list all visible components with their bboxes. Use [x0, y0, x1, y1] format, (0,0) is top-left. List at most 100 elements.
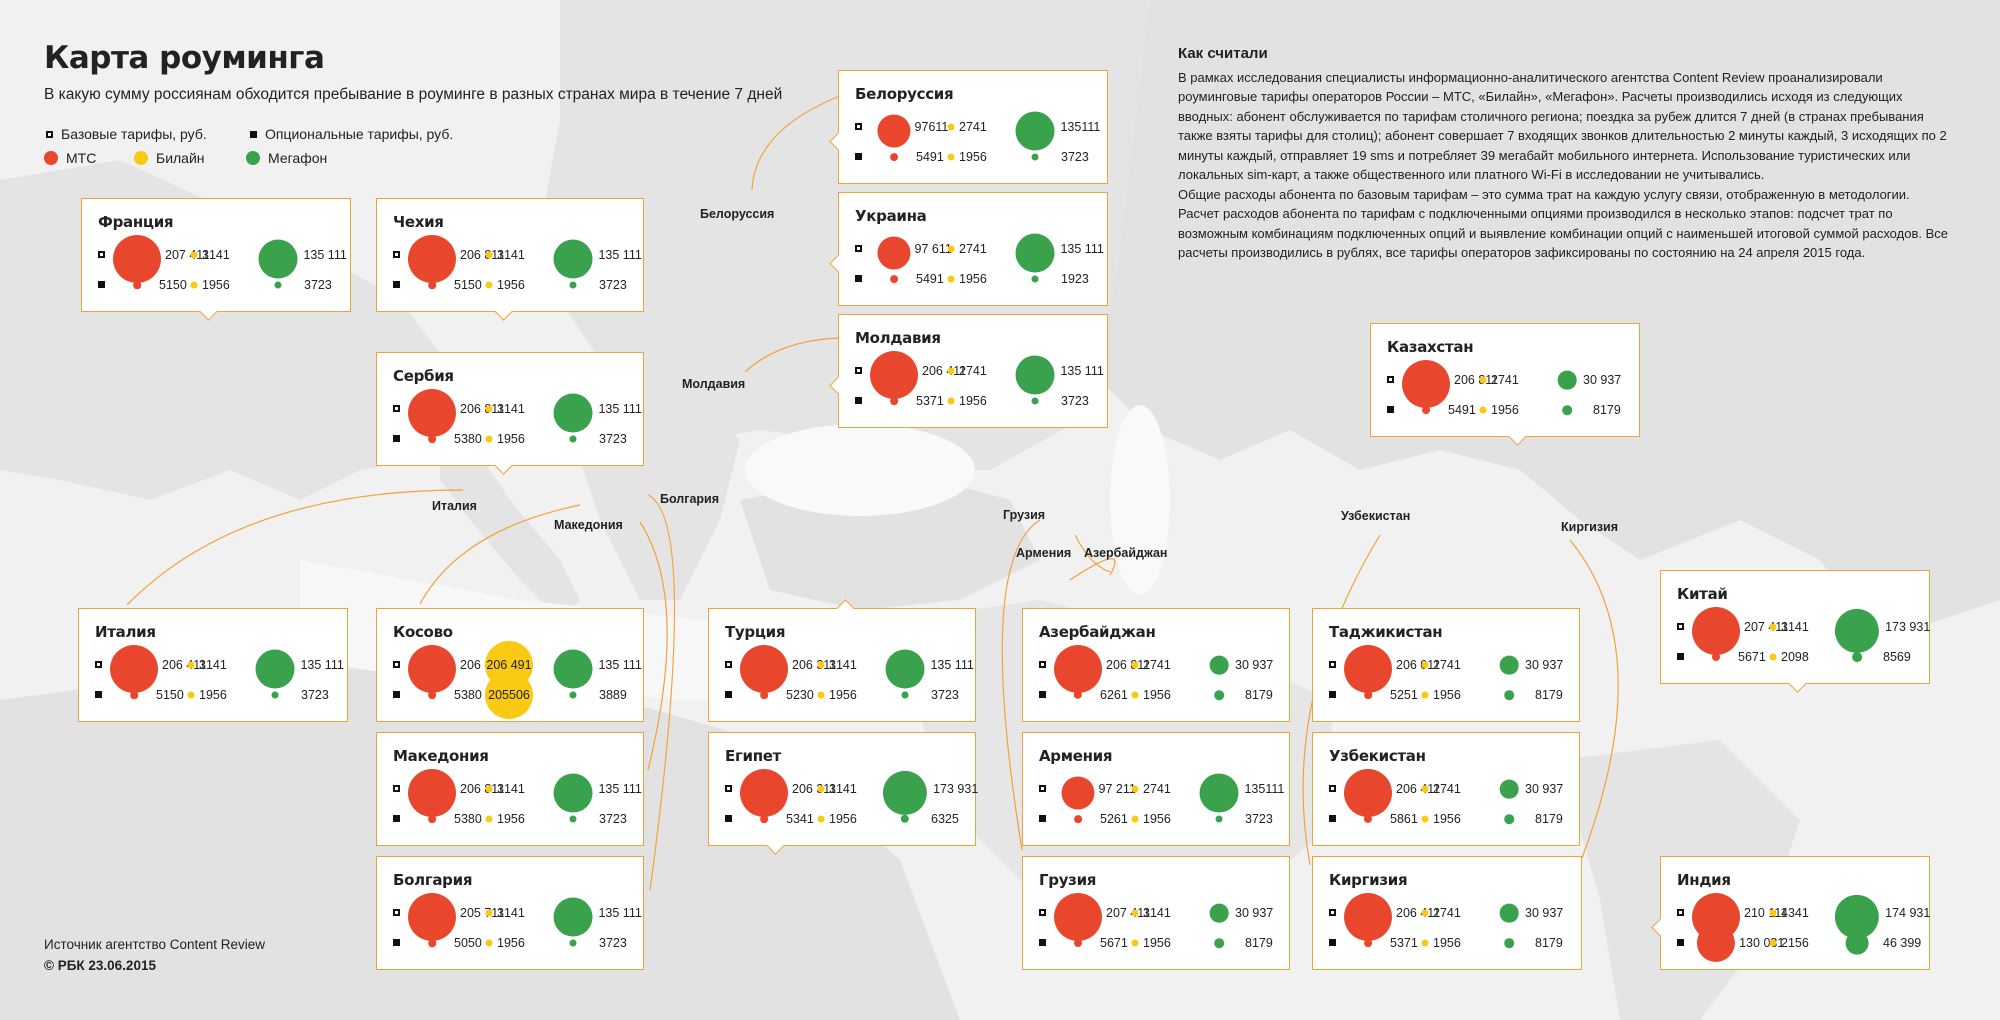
megafon-base-circle	[1199, 773, 1239, 813]
beeline-optional-circle	[947, 397, 955, 405]
beeline-base-circle	[1421, 785, 1429, 793]
megafon-base-circle	[1015, 233, 1055, 273]
megafon-optional-circle	[569, 939, 577, 947]
beeline-optional-circle	[1769, 939, 1777, 947]
megafon-optional-circle	[1562, 405, 1572, 415]
country-name: Болгария	[393, 871, 473, 889]
beeline-base-circle	[817, 661, 825, 669]
base-tariff-icon	[725, 785, 732, 792]
beeline-optional-value: 1956	[1433, 812, 1461, 826]
mts-optional-value: 5491	[916, 272, 944, 286]
country-name: Македония	[393, 747, 489, 765]
beeline-base-value: 3141	[497, 906, 525, 920]
optional-tariff-icon	[393, 815, 400, 822]
beeline-base-value: 3141	[202, 248, 230, 262]
beeline-dot-icon	[134, 151, 148, 165]
mts-optional-circle	[428, 815, 436, 823]
optional-tariff-icon	[1039, 939, 1046, 946]
beeline-base-value: 4341	[1781, 906, 1809, 920]
mts-optional-value: 5380	[454, 688, 482, 702]
mts-optional-circle	[890, 397, 898, 405]
megafon-base-circle	[1209, 903, 1229, 923]
mts-optional-circle	[1073, 690, 1083, 700]
optional-tariff-icon	[250, 130, 257, 138]
mts-optional-circle	[890, 153, 898, 161]
megafon-base-value: 30 937	[1525, 782, 1564, 796]
megafon-optional-value: 3723	[599, 812, 627, 826]
megafon-optional-value: 3723	[1061, 394, 1089, 408]
mts-dot-icon	[44, 151, 58, 165]
base-tariff-icon	[393, 661, 400, 668]
megafon-optional-value: 3723	[599, 432, 627, 446]
country-name: Таджикистан	[1329, 623, 1443, 641]
megafon-base-value: 30 937	[1525, 658, 1564, 672]
megafon-base-value: 173 931	[1885, 620, 1931, 634]
country-name: Египет	[725, 747, 782, 765]
beeline-base-circle	[1421, 909, 1429, 917]
optional-tariff-icon	[855, 397, 862, 404]
beeline-base-circle	[1131, 785, 1139, 793]
methodology-heading: Как считали	[1178, 45, 1268, 62]
country-card: Китай 207 411 5671 3141 2098 173 931 8569	[1660, 570, 1931, 693]
beeline-base-circle	[1131, 661, 1139, 669]
optional-tariff-icon	[1039, 691, 1046, 698]
megafon-optional-value: 8179	[1535, 688, 1563, 702]
mts-optional-circle	[760, 815, 768, 823]
megafon-optional-circle	[1031, 397, 1039, 405]
mts-optional-circle	[760, 691, 768, 699]
mts-base-circle	[877, 114, 911, 148]
megafon-optional-circle	[1214, 938, 1224, 948]
mts-optional-circle	[133, 281, 141, 289]
caspian-sea	[1110, 405, 1170, 595]
beeline-base-circle	[947, 367, 955, 375]
megafon-optional-value: 8179	[1593, 403, 1621, 417]
beeline-optional-value: 1956	[497, 936, 525, 950]
megafon-base-circle	[553, 897, 593, 937]
megafon-base-circle	[1499, 903, 1519, 923]
map-label-armenia: Армения	[1016, 546, 1072, 560]
megafon-base-circle	[1015, 111, 1055, 151]
mts-base-circle	[1692, 607, 1740, 655]
megafon-base-circle	[882, 770, 928, 816]
base-tariff-icon	[393, 785, 400, 792]
copyright-text: © РБК 23.06.2015	[44, 958, 156, 973]
mts-base-circle	[110, 645, 158, 693]
page-title: Карта роуминга	[44, 40, 325, 76]
beeline-optional-value: 1956	[1143, 812, 1171, 826]
beeline-base-value: 3141	[1143, 906, 1171, 920]
megafon-base-value: 30 937	[1235, 906, 1274, 920]
landmass-asia	[1100, 0, 2000, 640]
map-label-uzbekistan: Узбекистан	[1341, 509, 1411, 523]
beeline-optional-value: 1956	[1143, 936, 1171, 950]
mts-optional-circle	[1074, 815, 1082, 823]
megafon-base-circle	[553, 649, 593, 689]
country-name: Косово	[393, 623, 453, 641]
optional-tariff-icon	[725, 691, 732, 698]
megafon-optional-circle	[271, 691, 279, 699]
megafon-base-circle	[553, 239, 593, 279]
megafon-base-circle	[1834, 608, 1880, 654]
country-card: Казахстан 206 811 5491 2741 1956 30 937 8179	[1370, 323, 1640, 446]
beeline-optional-circle	[485, 939, 493, 947]
mts-base-circle	[113, 235, 161, 283]
mts-optional-value: 5491	[1448, 403, 1476, 417]
country-card: Белоруссия 97611 5491 2741 1956 135111 3723	[829, 70, 1108, 184]
mts-base-circle	[740, 769, 788, 817]
optional-tariff-icon	[1677, 939, 1684, 946]
beeline-optional-value: 2156	[1781, 936, 1809, 950]
beeline-base-value: 2741	[959, 120, 987, 134]
megafon-base-value: 135 111	[598, 782, 642, 796]
megafon-base-circle	[553, 773, 593, 813]
beeline-base-value: 2741	[959, 242, 987, 256]
mts-optional-value: 5150	[159, 278, 187, 292]
country-card: Сербия 206 811 5380 3141 1956 135 111 3723	[376, 352, 644, 475]
megafon-base-value: 174 931	[1885, 906, 1931, 920]
beeline-base-circle	[485, 405, 493, 413]
country-card: Италия 206 411 5150 3141 1956 135 111 3723	[78, 608, 348, 722]
megafon-base-circle	[255, 649, 295, 689]
beeline-base-value: 2741	[1433, 906, 1461, 920]
beeline-optional-circle	[1131, 815, 1139, 823]
beeline-base-circle	[1769, 623, 1777, 631]
mts-optional-circle	[428, 281, 436, 289]
black-sea	[745, 424, 975, 516]
